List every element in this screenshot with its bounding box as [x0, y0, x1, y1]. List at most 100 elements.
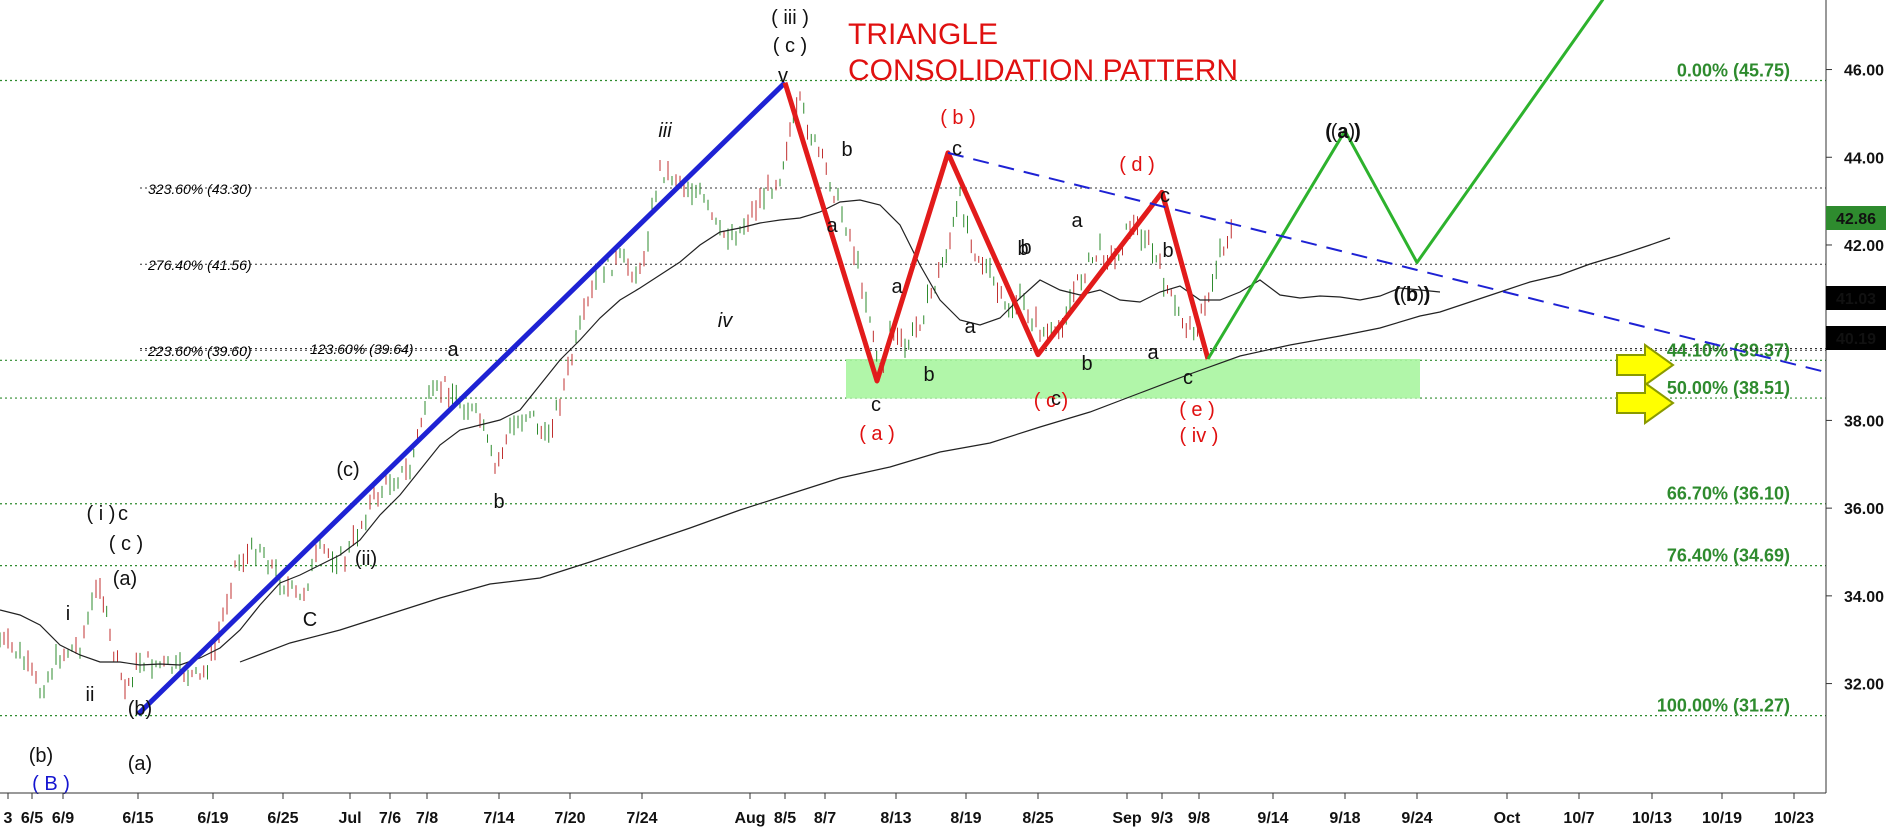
wave-line-impulse [136, 80, 787, 717]
wave-label: a [826, 215, 838, 237]
wave-label: b [1017, 238, 1028, 260]
wave-label: (b) [29, 745, 53, 767]
wave-label: (ii) [355, 548, 377, 570]
y-tick-label: 34.00 [1844, 589, 1884, 606]
wave-lines [136, 0, 1827, 717]
x-tick-label: 8/19 [950, 810, 981, 827]
target-zone [846, 359, 1420, 399]
wave-label: ( iii ) [771, 7, 809, 29]
x-tick-label: Aug [734, 810, 765, 827]
wave-label: b [493, 491, 504, 513]
x-tick-label: 6/25 [267, 810, 298, 827]
x-tick-label: 9/18 [1329, 810, 1360, 827]
x-tick-label: 10/13 [1632, 810, 1672, 827]
wave-label: ( c ) [773, 35, 807, 57]
x-tick-label: 7/24 [626, 810, 657, 827]
wave-label: ( c ) [109, 533, 143, 555]
fib-extension-labels: 323.60% (43.30) 276.40% (41.56) 223.60% (3… [147, 181, 414, 359]
wave-label: a [891, 276, 903, 298]
wave-label: a [964, 316, 976, 338]
wave-label: iv [718, 310, 733, 332]
wave-line-projection [1206, 0, 1605, 360]
x-tick-label: 7/8 [416, 810, 438, 827]
wave-label: (c) [336, 459, 359, 481]
wave-label-blue: ( B ) [32, 773, 70, 795]
wave-label-red: ( iv ) [1180, 425, 1219, 447]
x-tick-label: 10/7 [1563, 810, 1594, 827]
wave-label: (a) [113, 568, 137, 590]
x-tick-label: Oct [1494, 810, 1521, 827]
fib-retracement-label: 100.00% (31.27) [1657, 696, 1790, 716]
wave-label-red: ( e ) [1179, 399, 1215, 421]
wave-label: iii [658, 120, 672, 142]
wave-label: (a) [1331, 121, 1355, 143]
fib-lines: 0.00% (45.75)44.10% (39.37)50.00% (38.51… [0, 61, 1826, 717]
wave-label: v [778, 65, 788, 87]
wave-label-red: ( a ) [859, 423, 895, 445]
price-badges: 42.86 41.03 40.19 [1826, 206, 1886, 350]
x-tick-label: 9/24 [1401, 810, 1432, 827]
fib-retracement-label: 66.70% (36.10) [1667, 484, 1790, 504]
x-tick-label: 6/5 [21, 810, 43, 827]
y-tick-label: 38.00 [1844, 413, 1884, 430]
wave-label: a [447, 339, 459, 361]
wave-label: (a) [128, 753, 152, 775]
price-badge-label: 42.86 [1836, 211, 1876, 228]
y-tick-label: 42.00 [1844, 238, 1884, 255]
wave-label: i [66, 603, 70, 625]
price-badge [1826, 286, 1886, 310]
fib-retracement-label: 50.00% (38.51) [1667, 378, 1790, 398]
x-tick-label: 6/19 [197, 810, 228, 827]
x-tick-label: 10/23 [1774, 810, 1814, 827]
x-tick-label: 7/20 [554, 810, 585, 827]
wave-label: C [303, 609, 317, 631]
wave-label: a [1147, 342, 1159, 364]
wave-label: b [1162, 240, 1173, 262]
x-tick-label: 8/5 [774, 810, 796, 827]
x-tick-label: 6/9 [52, 810, 74, 827]
fib-retracement-label: 76.40% (34.69) [1667, 546, 1790, 566]
y-tick-label: 32.00 [1844, 677, 1884, 694]
price-badge-label: 41.03 [1836, 291, 1876, 308]
price-badge [1826, 206, 1886, 230]
x-tick-label: 8/25 [1022, 810, 1053, 827]
x-tick-label: 8/7 [814, 810, 836, 827]
wave-label: ( a ) [1325, 121, 1361, 143]
x-axis: 3 6/5 6/9 6/15 6/19 6/25 Jul 7/6 7/8 7/14 7/20 7/24… [4, 793, 1814, 827]
wave-label: b [923, 364, 934, 386]
wave-label: c [1051, 388, 1061, 410]
wave-label: b [1020, 237, 1031, 259]
y-tick-label: 36.00 [1844, 501, 1884, 518]
wave-label: (b) [128, 698, 152, 720]
wave-label: b [1081, 353, 1092, 375]
yellow-arrow-upper [1616, 343, 1675, 387]
wave-label: b [841, 139, 852, 161]
x-tick-label: 9/3 [1151, 810, 1173, 827]
wave-label: ( b ) [1394, 284, 1431, 306]
fib-retracement-label: 0.00% (45.75) [1677, 61, 1790, 81]
wave-label: (b) [1400, 284, 1424, 306]
wave-label: ii [86, 684, 95, 706]
chart-title-line1: TRIANGLE [848, 18, 998, 51]
fib-extension-label: 276.40% (41.56) [147, 257, 252, 273]
wave-label: c [1183, 367, 1193, 389]
fib-extension-label: 323.60% (43.30) [148, 181, 252, 197]
wave-label: c [952, 138, 962, 160]
yellow-arrow-lower [1616, 381, 1675, 425]
wave-label-red: ( c ) [1034, 390, 1068, 412]
price-badge-label: 40.19 [1836, 331, 1876, 348]
wave-line-triangle [782, 81, 1211, 384]
wave-label-red: ( b ) [940, 107, 976, 129]
wave-label-red: ( d ) [1119, 154, 1155, 176]
x-tick-label: 7/6 [379, 810, 401, 827]
x-tick-label: Sep [1112, 810, 1142, 827]
x-tick-label: 3 [4, 810, 13, 827]
wave-label: c [1160, 185, 1170, 207]
y-tick-label: 44.00 [1844, 150, 1884, 167]
wave-label: ( i ) [87, 503, 116, 525]
x-tick-label: 9/8 [1188, 810, 1210, 827]
x-tick-label: 8/13 [880, 810, 911, 827]
